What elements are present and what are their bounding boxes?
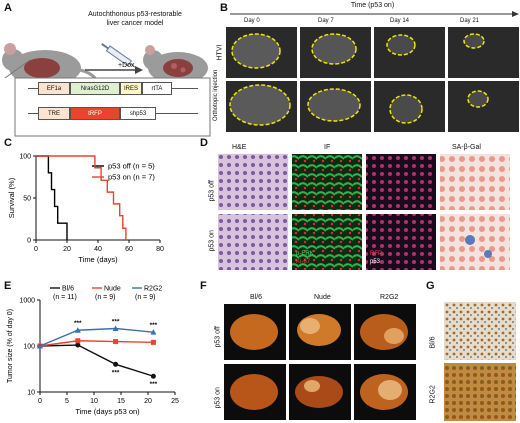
timeline-arrow xyxy=(230,11,519,17)
x-axis-label: Time (days p53 on) xyxy=(75,407,140,416)
panel-d-label: D xyxy=(200,137,208,149)
rtta-gene: rtTA xyxy=(142,82,172,95)
data-point xyxy=(75,342,81,348)
ultrasound-image-grid xyxy=(226,27,519,132)
significance-stars: *** xyxy=(112,319,120,326)
nras-gene: NrasG12D xyxy=(70,82,120,95)
day-21-label: Day 21 xyxy=(460,18,480,24)
mouse-model-illustration xyxy=(2,43,211,137)
data-point xyxy=(113,361,119,367)
legend-label: p53 off (n = 5) xyxy=(108,162,155,171)
data-point xyxy=(150,339,156,345)
p53-stain-label: p53 xyxy=(370,259,381,265)
panel-e-label: E xyxy=(4,280,12,292)
ef1a-promoter: EF1a xyxy=(38,82,70,95)
dox-label: +Dox xyxy=(118,62,135,69)
panel-a-title: Autochthonous p53-restorable liver cance… xyxy=(88,11,182,27)
ihc-grid xyxy=(444,302,516,421)
data-point xyxy=(37,343,43,349)
y-tick-label: 100 xyxy=(19,154,31,161)
trfp-gene: tRFP xyxy=(70,107,120,120)
histology-grid xyxy=(218,154,510,270)
ultrasound-row-htvi xyxy=(226,27,519,78)
data-point xyxy=(113,339,119,345)
f-col-bl6: Bl/6 xyxy=(250,294,263,301)
f-row-p53-on: p53 on xyxy=(214,387,222,409)
y-tick-label: 1000 xyxy=(19,298,35,305)
tumor-line-bl6 xyxy=(39,344,154,377)
tre-promoter: TRE xyxy=(38,107,70,120)
day-14-label: Day 14 xyxy=(390,18,410,24)
panel-a-label: A xyxy=(4,2,12,14)
f-col-nude: Nude xyxy=(314,294,331,301)
x-tick-label: 80 xyxy=(156,246,164,253)
ires-element: IRES xyxy=(120,82,142,95)
tumor-line-r2g2 xyxy=(39,327,154,347)
orthotopic-row-label: Orthotopic injection xyxy=(213,69,219,121)
survival-chart: 0 20 40 60 80 0 50 100 Time (days) Survival (%) p5… xyxy=(7,154,164,265)
legend-n: (n = 9) xyxy=(95,294,115,301)
x-tick-label: 40 xyxy=(94,246,102,253)
data-point xyxy=(74,327,81,333)
x-tick-label: 60 xyxy=(125,246,133,253)
data-point xyxy=(150,373,156,379)
panel-f-label: F xyxy=(200,280,207,292)
x-tick-label: 20 xyxy=(144,398,152,405)
y-tick-label: 100 xyxy=(23,344,35,351)
panel-c-label: C xyxy=(4,137,12,149)
perk-stain-label: p-ERK xyxy=(296,251,314,257)
legend-label: Nude xyxy=(104,286,121,293)
significance-stars: *** xyxy=(150,381,158,388)
legend-label: p53 on (n = 7) xyxy=(108,173,155,182)
if-col-label: IF xyxy=(324,144,331,151)
x-tick-label: 25 xyxy=(171,398,179,405)
x-tick-label: 10 xyxy=(90,398,98,405)
day-7-label: Day 7 xyxy=(318,18,334,24)
data-point xyxy=(112,325,119,332)
x-axis-label: Time (days) xyxy=(78,255,118,264)
x-tick-label: 15 xyxy=(117,398,125,405)
f-col-r2g2: R2G2 xyxy=(380,294,399,301)
shp53-element: shp53 xyxy=(120,107,156,120)
significance-stars: *** xyxy=(74,320,82,327)
rfp-stain-label: RFP xyxy=(370,251,382,257)
htvi-row-label: HTVI xyxy=(216,44,224,61)
panel-g-label: G xyxy=(426,280,435,292)
y-axis-label: Tumor size (% of day 0) xyxy=(7,309,14,383)
significance-stars: *** xyxy=(112,369,120,376)
y-tick-label: 10 xyxy=(27,390,35,397)
y-tick-label: 50 xyxy=(23,196,31,203)
legend-label: Bl/6 xyxy=(62,286,74,293)
x-tick-label: 20 xyxy=(63,246,71,253)
d-row-p53-off: p53 off xyxy=(208,180,216,202)
d-row-p53-on: p53 on xyxy=(208,230,216,252)
survival-line-p53-on xyxy=(36,155,127,240)
liver-photo-grid xyxy=(224,304,416,420)
timeline-label: Time (p53 on) xyxy=(350,2,395,9)
day-labels: Day 0 Day 7 Day 14 Day 21 xyxy=(224,18,520,28)
x-tick-label: 5 xyxy=(65,398,69,405)
ultrasound-row-orthotopic xyxy=(226,81,519,132)
sabgal-col-label: SA-β-Gal xyxy=(452,144,481,151)
ki67-stain-label: Ki-67 xyxy=(296,259,311,265)
y-axis-label: Survival (%) xyxy=(7,177,16,218)
panel-b-label: B xyxy=(220,2,228,14)
tumor-size-chart: 0 5 10 15 20 25 10 100 1000 Time (days p53 on) Tum… xyxy=(7,286,179,417)
legend-n: (n = 9) xyxy=(135,294,155,301)
he-col-label: H&E xyxy=(232,144,247,151)
x-tick-label: 0 xyxy=(38,398,42,405)
x-tick-label: 0 xyxy=(34,246,38,253)
data-point xyxy=(75,338,81,344)
legend-n: (n = 11) xyxy=(53,294,77,301)
tumor-line-nude xyxy=(39,340,154,347)
significance-stars: *** xyxy=(150,322,158,329)
y-tick-label: 0 xyxy=(27,238,31,245)
legend-label: R2G2 xyxy=(144,286,162,293)
survival-line-p53-off xyxy=(36,155,68,240)
g-row-r2g2: R2G2 xyxy=(429,385,437,404)
day-0-label: Day 0 xyxy=(244,18,260,24)
f-row-p53-off: p53 off xyxy=(214,326,222,348)
g-row-bl6: Bl/6 xyxy=(429,336,437,349)
data-point xyxy=(150,329,157,335)
